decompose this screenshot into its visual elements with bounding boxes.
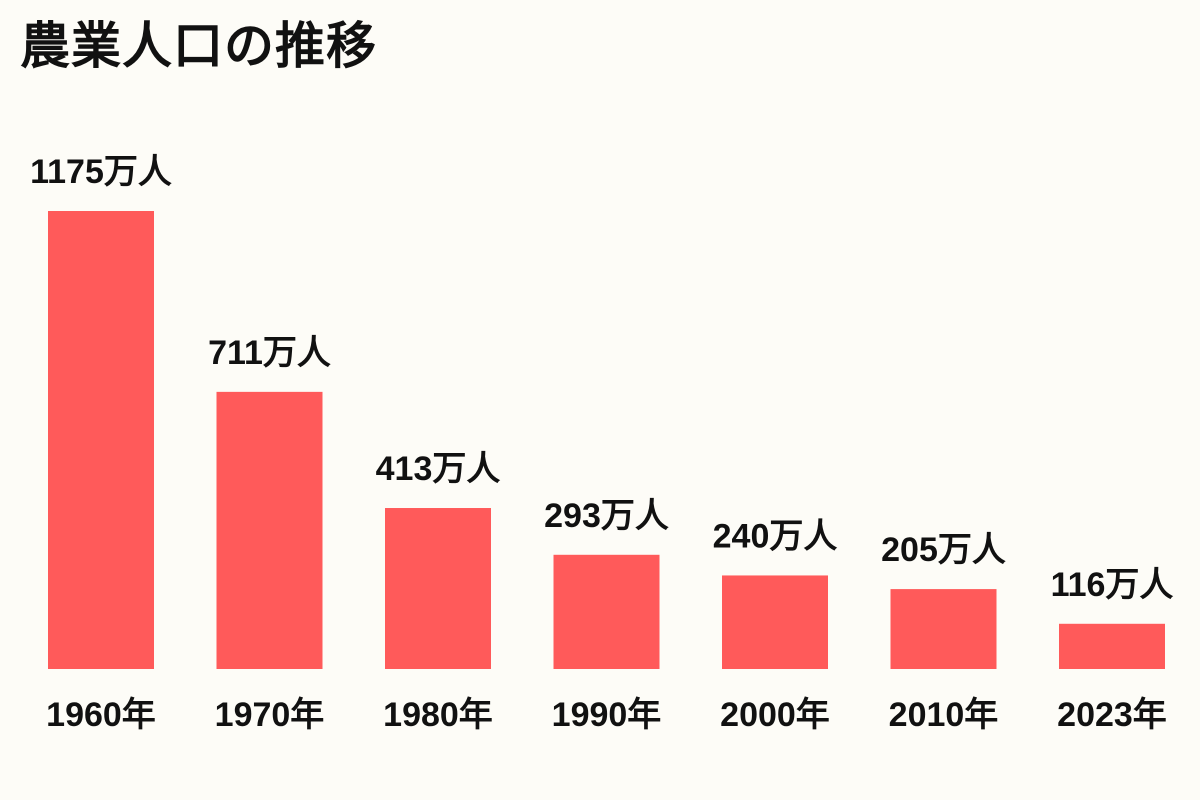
bar-value-label: 205万人 [881, 531, 1006, 569]
bar-value-label: 1175万人 [30, 153, 172, 191]
bar-0 [48, 211, 154, 669]
x-tick-label: 1990年 [552, 696, 662, 734]
bar-2 [385, 508, 491, 669]
x-tick-label: 2000年 [720, 696, 830, 734]
bar-value-label: 413万人 [376, 450, 501, 488]
x-tick-label: 1970年 [215, 696, 325, 734]
bar-value-label: 293万人 [544, 497, 669, 535]
bar-1 [216, 391, 323, 669]
bar-5 [890, 589, 997, 669]
x-tick-label: 2010年 [889, 696, 999, 734]
x-tick-label: 1960年 [46, 696, 156, 734]
bar-3 [553, 554, 660, 669]
chart-title: 農業人口の推移 [20, 17, 377, 75]
bar-value-label: 116万人 [1051, 566, 1174, 604]
x-tick-label: 2023年 [1057, 696, 1167, 734]
bar-6 [1059, 623, 1165, 669]
bar-4 [722, 575, 828, 669]
bar-value-label: 240万人 [713, 517, 838, 555]
bar-value-label: 711万人 [208, 334, 331, 372]
x-tick-label: 1980年 [383, 696, 493, 734]
